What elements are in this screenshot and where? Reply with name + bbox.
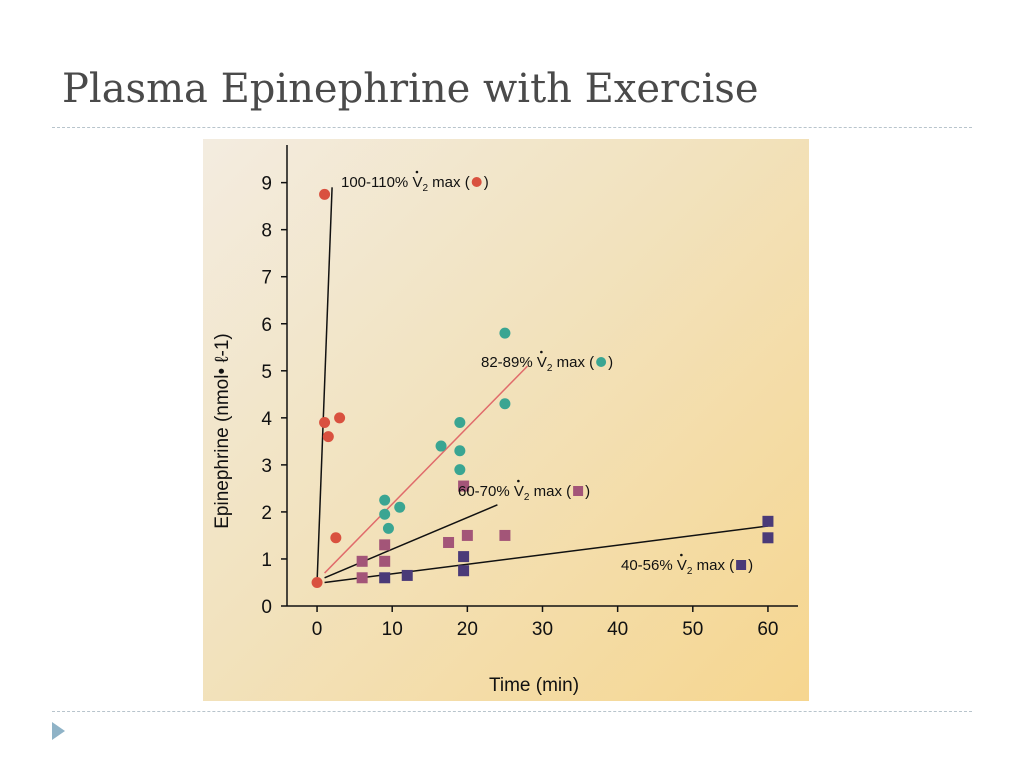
data-point-series-4 bbox=[401, 569, 413, 581]
slide-title: Plasma Epinephrine with Exercise bbox=[62, 66, 759, 112]
data-point-series-3 bbox=[443, 536, 455, 548]
data-point-series-4 bbox=[458, 565, 470, 577]
data-point-series-2 bbox=[499, 327, 511, 339]
fit-line-series-4 bbox=[324, 525, 769, 584]
data-point-series-2 bbox=[454, 445, 466, 457]
series-label-1: 100-110% V2 max ( bbox=[341, 174, 470, 194]
y-tick-label: 1 bbox=[261, 550, 272, 571]
fit-line-series-1 bbox=[316, 187, 333, 583]
data-point-series-1 bbox=[334, 412, 346, 424]
x-tick-label: 50 bbox=[682, 619, 703, 640]
series-label-vdot-2 bbox=[540, 350, 543, 354]
data-point-series-2 bbox=[379, 508, 391, 520]
y-tick-label: 3 bbox=[261, 456, 272, 477]
series-label-close-2: ) bbox=[608, 354, 613, 371]
x-tick-label: 10 bbox=[382, 619, 403, 640]
play-bullet-icon bbox=[52, 722, 65, 740]
data-point-series-2 bbox=[382, 522, 394, 534]
data-point-series-1 bbox=[330, 532, 342, 544]
series-label-vdot-4 bbox=[680, 553, 683, 557]
y-tick-label: 4 bbox=[261, 409, 272, 430]
chart-ticks: 0 1 2 3 4 5 6 7 8 9 0 10 20 30 40 50 60 bbox=[261, 174, 778, 640]
data-point-series-3 bbox=[356, 555, 368, 567]
fit-line-series-3 bbox=[324, 504, 498, 579]
data-point-series-2 bbox=[435, 440, 447, 452]
data-point-series-3 bbox=[379, 555, 391, 567]
series-label-vdot-3 bbox=[517, 479, 520, 483]
data-point-series-1 bbox=[319, 188, 331, 200]
title-divider bbox=[52, 127, 972, 128]
chart-figure: 0 1 2 3 4 5 6 7 8 9 0 10 20 30 40 50 60 100-110% V2 max … bbox=[203, 139, 809, 701]
y-tick-label: 6 bbox=[261, 315, 272, 336]
data-point-series-3 bbox=[499, 529, 511, 541]
series-label-close-1: ) bbox=[484, 174, 489, 191]
x-axis-label: Time (min) bbox=[489, 675, 579, 696]
data-point-series-1 bbox=[319, 417, 331, 429]
series-label-close-3: ) bbox=[585, 483, 590, 500]
data-point-series-3 bbox=[356, 572, 368, 584]
x-tick-label: 40 bbox=[607, 619, 628, 640]
epinephrine-chart: 0 1 2 3 4 5 6 7 8 9 0 10 20 30 40 50 60 100-110% V2 max … bbox=[212, 145, 798, 696]
data-point-series-3 bbox=[461, 529, 473, 541]
y-tick-label: 8 bbox=[261, 221, 272, 242]
x-tick-label: 0 bbox=[312, 619, 323, 640]
data-point-series-2 bbox=[379, 494, 391, 506]
series-label-vdot-1 bbox=[415, 170, 419, 174]
data-point-series-3 bbox=[379, 539, 391, 551]
data-point-series-3 bbox=[458, 480, 470, 492]
series-label-marker-3 bbox=[573, 486, 584, 496]
series-label-close-4: ) bbox=[748, 557, 753, 574]
x-tick-label: 30 bbox=[532, 619, 553, 640]
y-tick-label: 0 bbox=[261, 597, 272, 618]
data-point-series-4 bbox=[379, 572, 391, 584]
data-point-series-4 bbox=[762, 515, 774, 527]
data-point-series-2 bbox=[499, 398, 511, 410]
y-tick-label: 9 bbox=[261, 174, 272, 195]
fit-lines bbox=[316, 187, 769, 584]
y-tick-label: 2 bbox=[261, 503, 272, 524]
series-label-4: 40-56% V2 max ( bbox=[621, 557, 734, 577]
series-label-marker-1 bbox=[471, 177, 482, 187]
data-point-series-4 bbox=[762, 532, 774, 544]
data-points bbox=[311, 188, 774, 588]
series-label-marker-2 bbox=[596, 357, 607, 367]
data-point-series-1 bbox=[311, 576, 323, 588]
x-tick-label: 20 bbox=[457, 619, 478, 640]
footer-divider bbox=[52, 711, 972, 712]
x-tick-label: 60 bbox=[757, 619, 778, 640]
series-label-marker-4 bbox=[736, 560, 747, 570]
data-point-series-1 bbox=[322, 431, 334, 443]
chart-axes bbox=[286, 145, 798, 607]
fit-line-series-2 bbox=[324, 365, 529, 574]
data-point-series-4 bbox=[458, 551, 470, 563]
data-point-series-2 bbox=[454, 464, 466, 476]
data-point-series-2 bbox=[454, 417, 466, 429]
data-point-series-2 bbox=[394, 501, 406, 513]
series-label-3: 60-70% V2 max ( bbox=[458, 483, 571, 503]
series-labels: 100-110% V2 max () 82-89% V2 max () 60-70%… bbox=[341, 170, 753, 577]
y-tick-label: 5 bbox=[261, 362, 272, 383]
series-label-2: 82-89% V2 max ( bbox=[481, 354, 594, 374]
y-axis-label: Epinephrine (nmol• ℓ-1) bbox=[212, 333, 233, 529]
y-tick-label: 7 bbox=[261, 268, 272, 289]
